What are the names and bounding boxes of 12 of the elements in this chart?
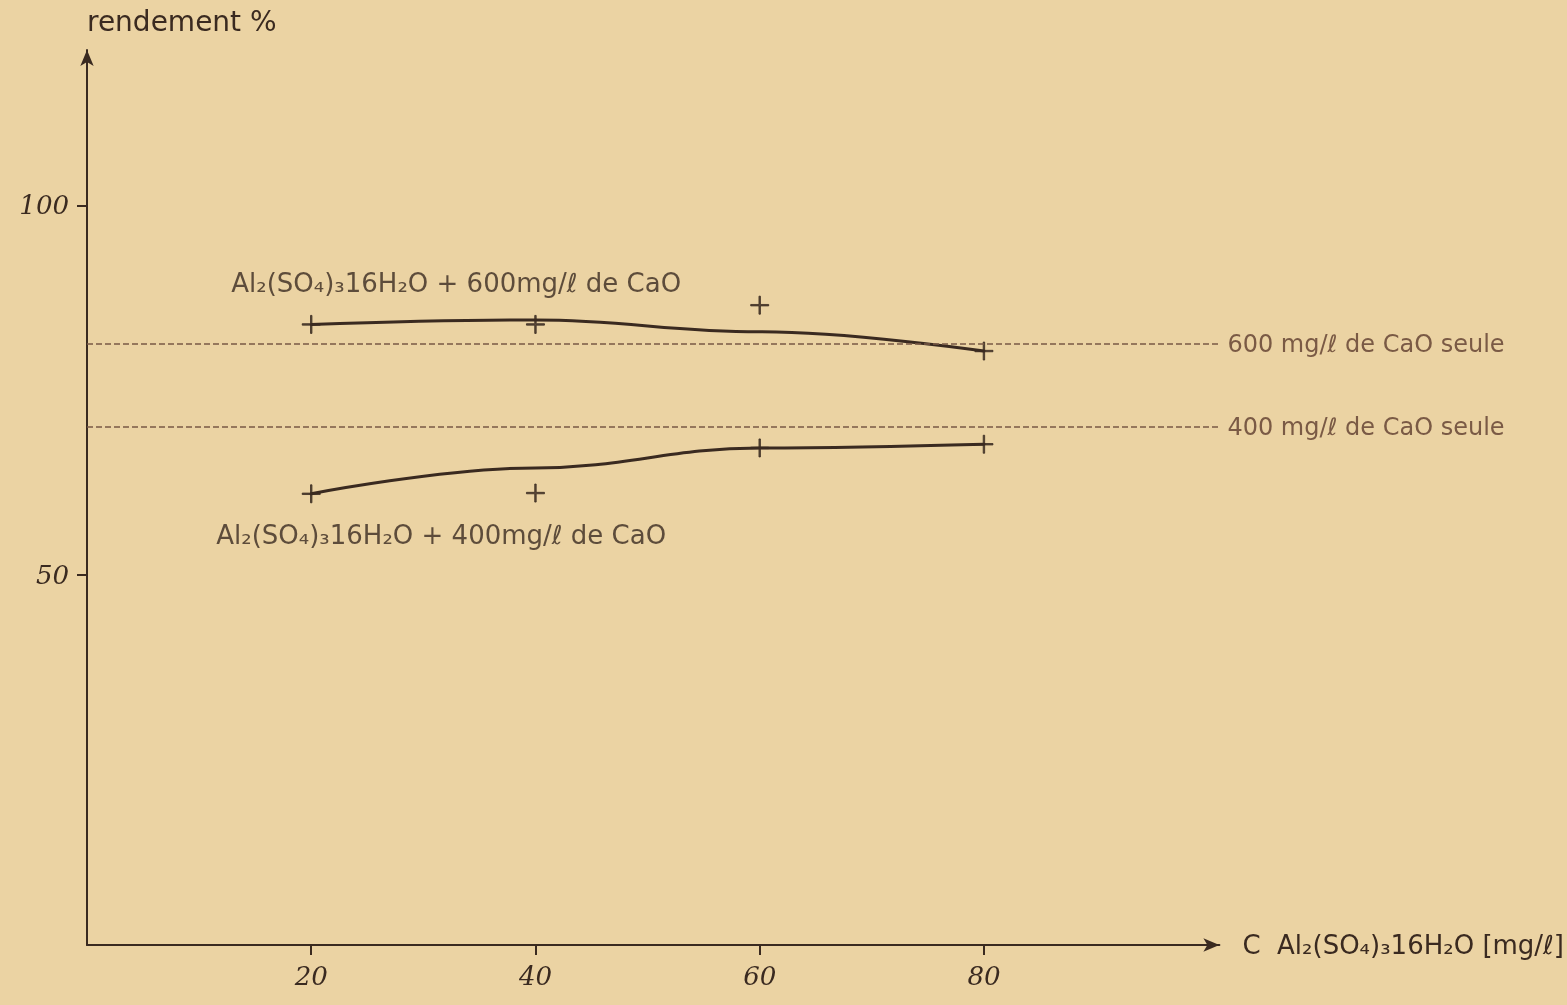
x-axis-title: C Al₂(SO₄)₃16H₂O [mg/ℓ] bbox=[1242, 930, 1564, 960]
y-tick-label: 50 bbox=[35, 560, 69, 591]
x-tick-label: 80 bbox=[967, 961, 1001, 991]
text: Al₂(SO₄)₃16H₂O + 400mg/ℓ de CaO bbox=[216, 520, 667, 551]
x-tick-label: 60 bbox=[743, 961, 777, 991]
ref-line-label: 600 mg/ℓ de CaO seule bbox=[1227, 329, 1505, 358]
y-tick-label: 100 bbox=[19, 190, 69, 221]
x-tick-label: 20 bbox=[293, 961, 328, 991]
y-axis-title: rendement % bbox=[87, 4, 277, 38]
ref-line-label: 400 mg/ℓ de CaO seule bbox=[1227, 413, 1505, 442]
x-tick-label: 40 bbox=[517, 961, 553, 991]
text: Al₂(SO₄)₃16H₂O + 600mg/ℓ de CaO bbox=[231, 267, 682, 298]
